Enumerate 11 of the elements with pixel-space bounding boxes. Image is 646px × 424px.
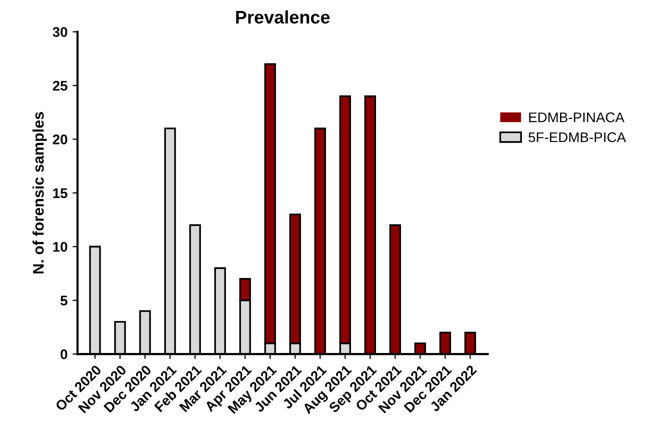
y-tick-label: 30 bbox=[52, 27, 68, 37]
y-tick-label: 5 bbox=[60, 296, 68, 306]
legend-label: 5F-EDMB-PICA bbox=[528, 132, 626, 142]
legend-label: EDMB-PINACA bbox=[529, 112, 624, 122]
y-tick-label: 10 bbox=[53, 242, 68, 252]
chart-title: Prevalence bbox=[236, 10, 330, 24]
y-tick-label: 0 bbox=[60, 349, 68, 360]
y-tick-label: 20 bbox=[52, 134, 68, 144]
y-tick-label: 15 bbox=[53, 188, 68, 198]
y-axis-title: N. of forensic samples bbox=[32, 112, 47, 274]
y-tick-label: 25 bbox=[52, 80, 68, 91]
